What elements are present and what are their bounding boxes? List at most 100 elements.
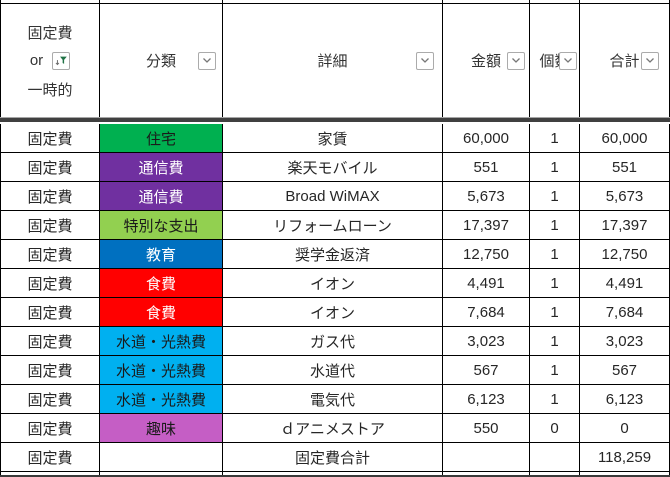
count-cell[interactable]: 1 [530, 269, 580, 297]
table-body: 固定費 住宅 家賃 60,000 1 60,000 固定費 通信費 楽天モバイル… [0, 124, 670, 472]
detail-cell[interactable]: Broad WiMAX [223, 182, 443, 210]
type-cell[interactable]: 固定費 [0, 298, 100, 326]
header-type-line3: 一時的 [27, 81, 73, 99]
filter-active-button[interactable] [52, 51, 71, 70]
category-cell[interactable]: 水道・光熱費 [100, 385, 223, 413]
type-cell[interactable]: 固定費 [0, 240, 100, 268]
count-cell[interactable]: 1 [530, 385, 580, 413]
count-cell[interactable]: 1 [530, 240, 580, 268]
category-cell[interactable]: 食費 [100, 269, 223, 297]
total-cell[interactable]: 551 [580, 153, 670, 181]
amount-cell[interactable]: 12,750 [443, 240, 530, 268]
type-cell[interactable]: 固定費 [0, 385, 100, 413]
count-cell[interactable]: 1 [530, 182, 580, 210]
amount-cell[interactable] [443, 443, 530, 471]
count-cell[interactable] [530, 443, 580, 471]
cut-off-row-above [0, 0, 670, 3]
amount-cell[interactable]: 7,684 [443, 298, 530, 326]
category-cell[interactable]: 水道・光熱費 [100, 327, 223, 355]
amount-cell[interactable]: 567 [443, 356, 530, 384]
amount-cell[interactable]: 550 [443, 414, 530, 442]
chevron-down-icon [512, 58, 520, 63]
category-cell[interactable]: 通信費 [100, 153, 223, 181]
amount-cell[interactable]: 60,000 [443, 124, 530, 152]
type-cell[interactable]: 固定費 [0, 327, 100, 355]
detail-cell[interactable]: 家賃 [223, 124, 443, 152]
table-row: 固定費 食費 イオン 7,684 1 7,684 [0, 298, 670, 327]
detail-cell[interactable]: イオン [223, 298, 443, 326]
header-cell-category[interactable]: 分類 [100, 4, 223, 117]
detail-cell[interactable]: リフォームローン [223, 211, 443, 239]
amount-cell[interactable]: 17,397 [443, 211, 530, 239]
count-cell[interactable]: 1 [530, 327, 580, 355]
category-cell[interactable]: 食費 [100, 298, 223, 326]
total-cell[interactable]: 60,000 [580, 124, 670, 152]
amount-cell[interactable]: 6,123 [443, 385, 530, 413]
total-cell[interactable]: 118,259 [580, 443, 670, 471]
detail-cell[interactable]: ガス代 [223, 327, 443, 355]
header-cell-type[interactable]: 固定費 or 一時的 [0, 4, 100, 117]
type-cell[interactable]: 固定費 [0, 414, 100, 442]
type-cell[interactable]: 固定費 [0, 356, 100, 384]
detail-cell[interactable]: 楽天モバイル [223, 153, 443, 181]
table-row: 固定費 教育 奨学金返済 12,750 1 12,750 [0, 240, 670, 269]
type-cell[interactable]: 固定費 [0, 124, 100, 152]
count-cell[interactable]: 0 [530, 414, 580, 442]
table-row: 固定費 水道・光熱費 電気代 6,123 1 6,123 [0, 385, 670, 414]
detail-cell[interactable]: 水道代 [223, 356, 443, 384]
total-cell[interactable]: 3,023 [580, 327, 670, 355]
count-cell[interactable]: 1 [530, 211, 580, 239]
total-cell[interactable]: 12,750 [580, 240, 670, 268]
type-cell[interactable]: 固定費 [0, 153, 100, 181]
total-cell[interactable]: 6,123 [580, 385, 670, 413]
total-cell[interactable]: 5,673 [580, 182, 670, 210]
type-cell[interactable]: 固定費 [0, 443, 100, 471]
category-cell[interactable]: 住宅 [100, 124, 223, 152]
table-header-row: 固定費 or 一時的 分類 詳細 [0, 3, 670, 117]
category-cell[interactable] [100, 443, 223, 471]
count-filter-dropdown-button[interactable] [559, 51, 577, 70]
category-cell[interactable]: 水道・光熱費 [100, 356, 223, 384]
category-cell[interactable]: 通信費 [100, 182, 223, 210]
detail-cell[interactable]: イオン [223, 269, 443, 297]
type-cell[interactable]: 固定費 [0, 269, 100, 297]
header-cell-count[interactable]: 個数 [530, 4, 580, 117]
total-cell[interactable]: 0 [580, 414, 670, 442]
type-cell[interactable]: 固定費 [0, 211, 100, 239]
total-cell[interactable]: 567 [580, 356, 670, 384]
total-filter-dropdown-button[interactable] [641, 51, 659, 70]
header-cell-amount[interactable]: 金額 [443, 4, 530, 117]
amount-cell[interactable]: 4,491 [443, 269, 530, 297]
total-cell[interactable]: 7,684 [580, 298, 670, 326]
count-cell[interactable]: 1 [530, 298, 580, 326]
type-cell[interactable]: 固定費 [0, 182, 100, 210]
count-cell[interactable]: 1 [530, 153, 580, 181]
amount-cell[interactable]: 3,023 [443, 327, 530, 355]
amount-cell[interactable]: 551 [443, 153, 530, 181]
table-row: 固定費 食費 イオン 4,491 1 4,491 [0, 269, 670, 298]
bottom-thick-border [0, 475, 670, 477]
chevron-down-icon [564, 58, 572, 63]
detail-cell[interactable]: 固定費合計 [223, 443, 443, 471]
total-cell[interactable]: 4,491 [580, 269, 670, 297]
count-cell[interactable]: 1 [530, 356, 580, 384]
category-cell[interactable]: 特別な支出 [100, 211, 223, 239]
category-filter-dropdown-button[interactable] [198, 51, 216, 70]
table-row: 固定費 住宅 家賃 60,000 1 60,000 [0, 124, 670, 153]
category-cell[interactable]: 趣味 [100, 414, 223, 442]
chevron-down-icon [646, 58, 654, 63]
amount-cell[interactable]: 5,673 [443, 182, 530, 210]
detail-cell[interactable]: 電気代 [223, 385, 443, 413]
category-cell[interactable]: 教育 [100, 240, 223, 268]
total-cell[interactable]: 17,397 [580, 211, 670, 239]
detail-cell[interactable]: ｄアニメストア [223, 414, 443, 442]
header-cell-total[interactable]: 合計 [580, 4, 670, 117]
header-total-label: 合計 [609, 53, 640, 70]
detail-filter-dropdown-button[interactable] [416, 51, 434, 70]
amount-filter-dropdown-button[interactable] [507, 51, 525, 70]
detail-cell[interactable]: 奨学金返済 [223, 240, 443, 268]
header-type-line1: 固定費 [27, 24, 73, 42]
count-cell[interactable]: 1 [530, 124, 580, 152]
header-cell-detail[interactable]: 詳細 [223, 4, 443, 117]
